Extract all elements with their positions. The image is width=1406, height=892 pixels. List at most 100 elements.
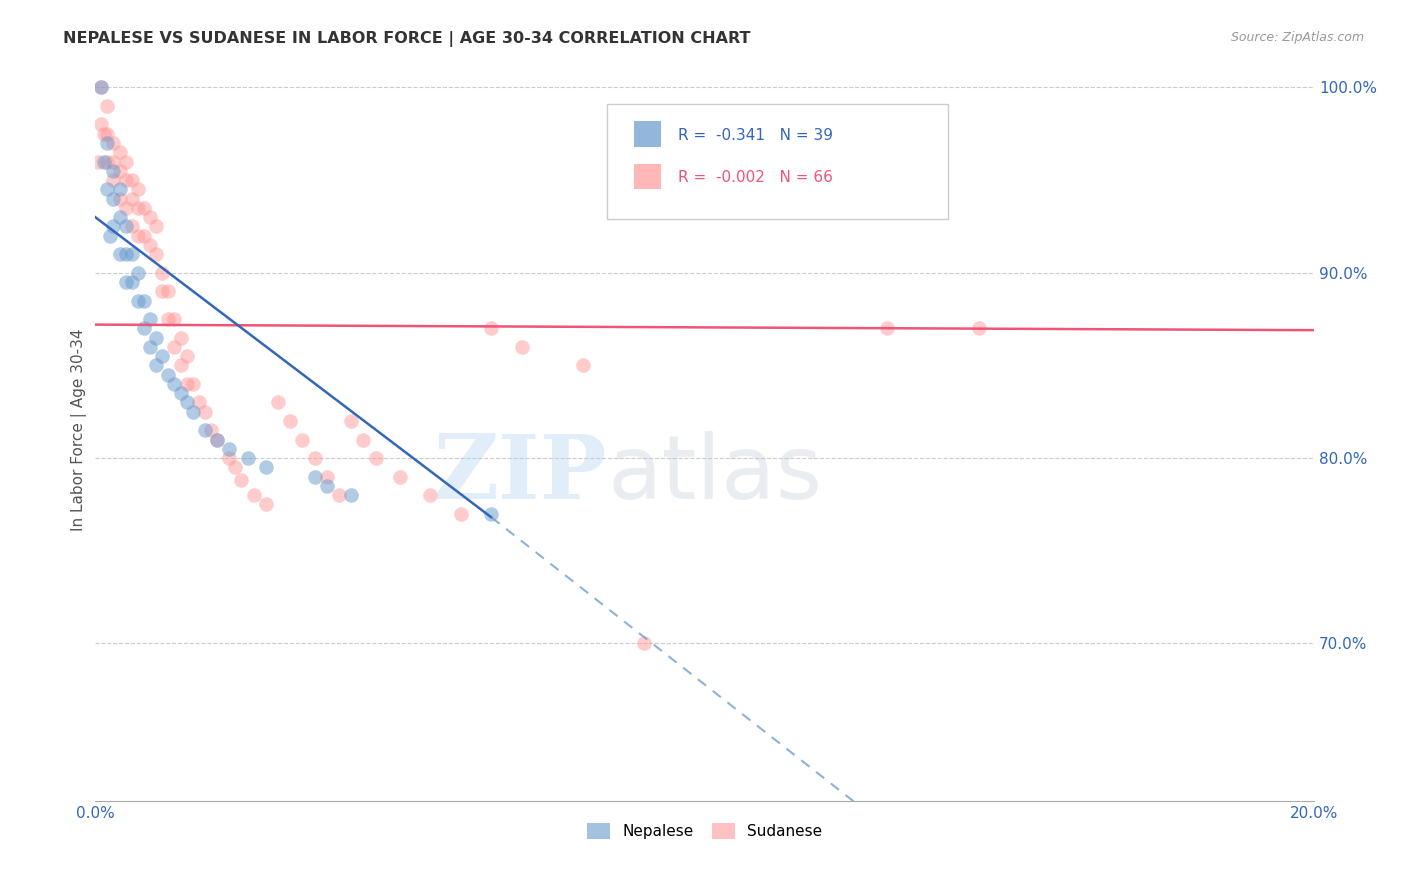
- Point: [114, 201, 136, 215]
- Point: [340, 488, 363, 502]
- Point: [96, 154, 118, 169]
- Point: [571, 359, 593, 373]
- Point: [96, 127, 118, 141]
- Point: [108, 182, 131, 196]
- Point: [315, 479, 337, 493]
- Point: [139, 210, 162, 224]
- Legend: Nepalese, Sudanese: Nepalese, Sudanese: [581, 817, 828, 845]
- Point: [169, 359, 191, 373]
- Point: [150, 285, 173, 299]
- Text: NEPALESE VS SUDANESE IN LABOR FORCE | AGE 30-34 CORRELATION CHART: NEPALESE VS SUDANESE IN LABOR FORCE | AG…: [63, 31, 751, 47]
- Point: [114, 154, 136, 169]
- Text: R =  -0.002   N = 66: R = -0.002 N = 66: [678, 170, 832, 185]
- Point: [157, 312, 180, 326]
- Point: [93, 154, 115, 169]
- Point: [224, 460, 246, 475]
- Point: [205, 433, 228, 447]
- Point: [127, 228, 149, 243]
- Text: atlas: atlas: [607, 431, 823, 518]
- Point: [145, 330, 167, 344]
- Point: [236, 450, 259, 465]
- Point: [96, 182, 118, 196]
- Point: [127, 201, 149, 215]
- Point: [163, 312, 186, 326]
- Point: [176, 395, 198, 409]
- Point: [108, 210, 131, 224]
- Point: [218, 442, 240, 456]
- Point: [121, 247, 143, 261]
- Point: [364, 450, 387, 465]
- Point: [181, 376, 204, 391]
- FancyBboxPatch shape: [607, 104, 949, 219]
- Point: [291, 433, 314, 447]
- Point: [108, 163, 131, 178]
- Point: [103, 219, 125, 234]
- Point: [176, 376, 198, 391]
- Point: [340, 414, 363, 428]
- Point: [121, 173, 143, 187]
- Point: [187, 395, 209, 409]
- Point: [139, 340, 162, 354]
- Point: [194, 405, 217, 419]
- Text: Source: ZipAtlas.com: Source: ZipAtlas.com: [1230, 31, 1364, 45]
- Point: [121, 275, 143, 289]
- Point: [96, 99, 118, 113]
- Point: [157, 368, 180, 382]
- Point: [876, 321, 898, 335]
- Point: [633, 636, 655, 650]
- Point: [100, 228, 122, 243]
- Point: [967, 321, 990, 335]
- Point: [139, 312, 162, 326]
- Point: [108, 145, 131, 160]
- Point: [205, 433, 228, 447]
- Point: [388, 469, 411, 483]
- Point: [93, 127, 115, 141]
- Point: [479, 507, 502, 521]
- Point: [145, 359, 167, 373]
- Y-axis label: In Labor Force | Age 30-34: In Labor Force | Age 30-34: [72, 329, 87, 532]
- Point: [304, 450, 326, 465]
- Point: [103, 192, 125, 206]
- Point: [90, 80, 112, 95]
- FancyBboxPatch shape: [634, 163, 661, 189]
- Point: [304, 469, 326, 483]
- Point: [218, 450, 240, 465]
- Point: [169, 386, 191, 401]
- Point: [114, 275, 136, 289]
- Point: [114, 173, 136, 187]
- Point: [127, 293, 149, 308]
- Point: [419, 488, 441, 502]
- Point: [114, 219, 136, 234]
- Point: [121, 192, 143, 206]
- Point: [103, 173, 125, 187]
- Point: [163, 376, 186, 391]
- Point: [267, 395, 290, 409]
- Point: [200, 423, 222, 437]
- Point: [132, 201, 155, 215]
- Point: [328, 488, 350, 502]
- Point: [132, 321, 155, 335]
- Point: [103, 136, 125, 150]
- Point: [145, 219, 167, 234]
- Point: [278, 414, 301, 428]
- Point: [450, 507, 472, 521]
- Point: [479, 321, 502, 335]
- Point: [315, 469, 337, 483]
- Point: [103, 154, 125, 169]
- Point: [254, 460, 277, 475]
- Point: [352, 433, 374, 447]
- Point: [127, 266, 149, 280]
- Point: [132, 293, 155, 308]
- Point: [90, 80, 112, 95]
- Point: [176, 349, 198, 363]
- Point: [114, 247, 136, 261]
- Point: [132, 228, 155, 243]
- Point: [157, 285, 180, 299]
- Point: [145, 247, 167, 261]
- Point: [163, 340, 186, 354]
- Point: [150, 266, 173, 280]
- Text: ZIP: ZIP: [433, 431, 607, 518]
- Point: [139, 238, 162, 252]
- Point: [108, 247, 131, 261]
- Point: [121, 219, 143, 234]
